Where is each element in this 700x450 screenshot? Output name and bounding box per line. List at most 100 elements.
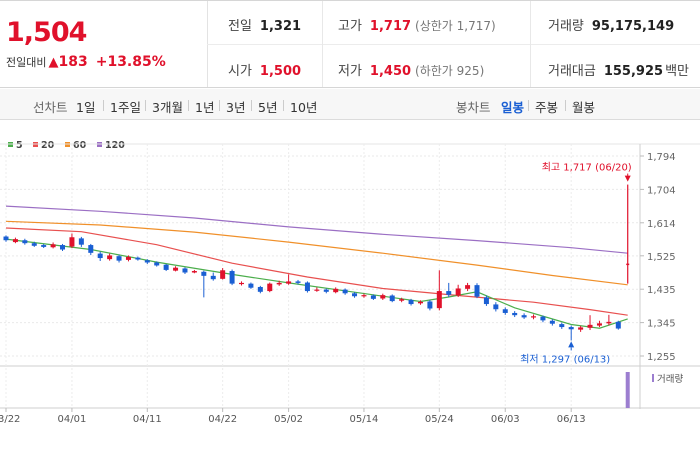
candle-body	[465, 285, 471, 289]
stat-value: 1,717	[369, 19, 412, 34]
candle-body	[229, 271, 235, 284]
period-3m[interactable]: 3개월	[152, 100, 183, 115]
candle-weekly[interactable]: 주봉	[535, 100, 559, 115]
lower-limit: (하한가 925)	[415, 64, 485, 78]
period-1w[interactable]: 1주일	[110, 100, 141, 115]
y-tick-label: 1,614	[647, 219, 676, 230]
candle-body	[3, 236, 9, 241]
period-5y[interactable]: 5년	[258, 100, 278, 115]
volume-pane: 거래량	[625, 372, 683, 408]
change-label: 전일대비	[6, 56, 47, 69]
period-1d[interactable]: 1일	[76, 100, 96, 115]
ma5-line	[5, 238, 628, 329]
legend-label: 60	[73, 140, 87, 151]
y-tick-label: 1,345	[647, 319, 676, 330]
candle-body	[559, 324, 565, 328]
period-10y[interactable]: 10년	[290, 100, 318, 115]
candle-body	[163, 264, 169, 270]
candle-body	[436, 291, 442, 309]
row-divider	[207, 44, 700, 45]
max-marker-icon	[624, 175, 631, 182]
stat-prev-close: 전일 1,321	[228, 15, 301, 34]
x-tick-label: 06/13	[557, 414, 586, 425]
divider	[188, 100, 189, 111]
candle-body	[615, 321, 621, 329]
ma120-line	[5, 205, 628, 254]
stat-low: 저가 1,450 (하한가 925)	[338, 60, 484, 79]
candle-monthly[interactable]: 월봉	[572, 100, 596, 115]
candle-body	[578, 327, 584, 330]
volume-legend-swatch	[652, 374, 654, 382]
candle-body	[50, 244, 56, 248]
quote-header: 1,504 전일대비 ▲183 +13.85% 전일 1,321 고가 1,717 (상한…	[0, 0, 700, 88]
candle-body	[125, 256, 131, 260]
stat-volume: 거래량 95,175,149	[548, 15, 674, 34]
candle-body	[408, 299, 414, 305]
stat-value: 1,500	[259, 64, 302, 79]
divider	[145, 100, 146, 111]
candle-body	[596, 323, 602, 326]
candle-body	[568, 327, 574, 330]
divider	[528, 100, 529, 111]
amount-unit: 백만	[665, 64, 689, 79]
candle-body	[69, 237, 75, 247]
candle-daily[interactable]: 일봉	[501, 100, 525, 115]
x-tick-label: 04/01	[58, 414, 87, 425]
candle-body	[173, 267, 179, 271]
stat-value: 1,450	[369, 64, 412, 79]
max-annotation: 최고 1,717 (06/20)	[542, 162, 632, 174]
candle-body	[342, 289, 348, 294]
candle-body	[399, 299, 405, 301]
candle-body	[97, 253, 103, 259]
divider	[219, 100, 220, 111]
candle-body	[267, 283, 273, 292]
period-1y[interactable]: 1년	[195, 100, 215, 115]
candle-body	[191, 271, 197, 273]
stat-label: 저가	[338, 64, 362, 79]
candles	[3, 184, 630, 341]
x-tick-label: 04/11	[133, 414, 162, 425]
candle-body	[417, 301, 423, 304]
y-axis-labels: 1,794 1,704 1,614 1,525 1,435 1,345 1,255	[647, 152, 676, 363]
candle-body	[22, 240, 28, 244]
annotations: 최고 1,717 (06/20) 최저 1,297 (06/13)	[520, 162, 632, 366]
up-arrow-icon: ▲	[48, 55, 59, 70]
stat-label: 거래대금	[548, 64, 596, 79]
legend-label: 20	[41, 140, 55, 151]
candle-body	[31, 243, 37, 246]
stat-label: 전일	[228, 19, 252, 34]
period-selector: 선차트 1일 1주일 3개월 1년 3년 5년 10년 봉차트 일봉 주봉 월봉	[0, 89, 700, 120]
current-price: 1,504	[6, 17, 87, 48]
stat-high: 고가 1,717 (상한가 1,717)	[338, 15, 496, 34]
candle-body	[521, 315, 527, 318]
x-tick-label: 05/14	[350, 414, 379, 425]
candle-body	[12, 239, 18, 243]
x-tick-label: 06/03	[491, 414, 520, 425]
grid-lines	[0, 143, 700, 412]
candle-body	[154, 262, 160, 266]
candle-body	[333, 288, 339, 293]
y-tick-label: 1,794	[647, 152, 676, 163]
candle-body	[483, 297, 489, 305]
candle-body	[135, 257, 141, 260]
candle-body	[540, 316, 546, 321]
divider	[565, 100, 566, 111]
candle-body	[304, 282, 310, 292]
candle-body	[314, 289, 320, 291]
candle-body	[370, 295, 376, 299]
candle-body	[201, 271, 207, 276]
stock-chart[interactable]: 5 20 60 120 1,7941,7041,6141,5251,4351,3451…	[0, 120, 700, 450]
candle-body	[60, 245, 66, 250]
period-3y[interactable]: 3년	[226, 100, 246, 115]
candle-body	[531, 316, 537, 318]
legend-label: 5	[16, 140, 23, 151]
candle-body	[446, 291, 452, 295]
col-divider	[322, 1, 323, 87]
candle-body	[41, 245, 47, 247]
upper-limit: (상한가 1,717)	[415, 19, 496, 33]
line-chart-label: 선차트	[33, 100, 68, 115]
x-tick-label: 05/24	[425, 414, 454, 425]
candle-body	[239, 282, 244, 285]
candle-body	[220, 270, 226, 279]
candle-body	[512, 312, 518, 316]
